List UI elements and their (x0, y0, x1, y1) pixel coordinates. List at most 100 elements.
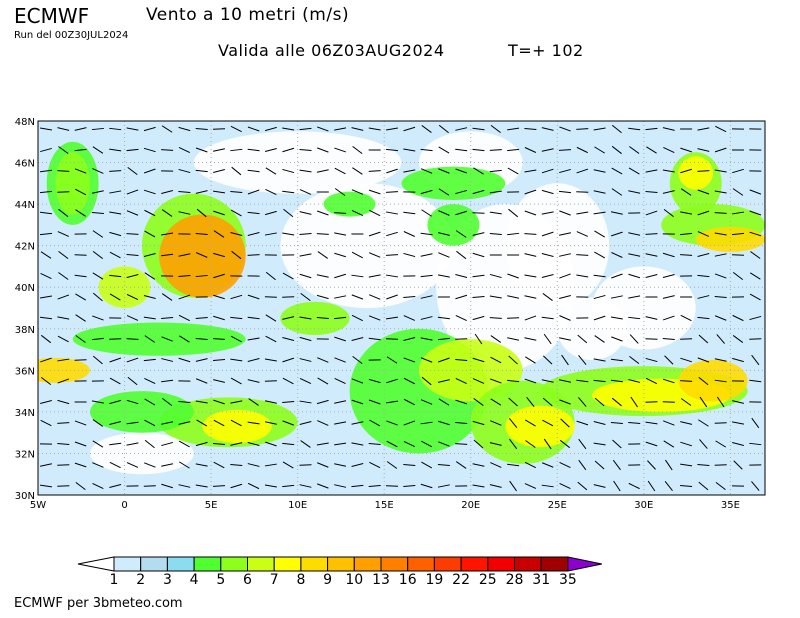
wind-arrow (610, 358, 623, 362)
wind-arrow (316, 442, 329, 446)
wind-arrow (386, 211, 398, 215)
wind-arrow (109, 421, 122, 425)
wind-arrow (560, 418, 570, 428)
wind-arrow (385, 338, 399, 340)
wind-arrow (420, 316, 433, 320)
wind-arrow (420, 295, 433, 299)
wind-arrow (57, 358, 70, 362)
wind-arrow (403, 485, 416, 487)
wind-arrow (628, 127, 641, 131)
wind-arrow (663, 208, 674, 218)
wind-arrow (212, 128, 226, 130)
wind-arrow (109, 274, 122, 278)
wind-arrow (213, 315, 225, 321)
wind-arrow (144, 462, 156, 468)
colorbar-swatch (166, 556, 195, 572)
colorbar-label: 10 (345, 572, 363, 588)
wind-arrow (680, 188, 692, 196)
wind-arrow (109, 148, 122, 152)
wind-arrow (438, 210, 450, 216)
wind-arrow (75, 209, 86, 217)
wind-arrow (714, 422, 727, 424)
wind-arrow (282, 127, 295, 131)
wind-arrow (697, 189, 710, 195)
wind-arrow (628, 232, 641, 236)
wind-arrow (628, 316, 641, 320)
wind-arrow (57, 422, 70, 424)
wind-arrow (714, 169, 727, 173)
colorbar-label: 13 (372, 572, 390, 588)
wind-arrow (645, 233, 658, 235)
wind-arrow (613, 480, 621, 492)
wind-arrow (144, 272, 156, 280)
wind-arrow (714, 212, 727, 214)
wind-arrow (455, 189, 468, 195)
wind-arrow (40, 295, 52, 299)
wind-arrow (40, 272, 52, 280)
wind-arrow (524, 233, 537, 235)
wind-arrow (593, 315, 606, 321)
wind-speed-area (159, 214, 246, 298)
wind-arrow (714, 379, 727, 383)
wind-arrow (559, 337, 571, 341)
colorbar-label: 22 (452, 572, 470, 588)
wind-arrow (524, 189, 537, 195)
wind-arrow (300, 440, 311, 448)
wind-arrow (611, 167, 623, 175)
wind-arrow (74, 148, 87, 152)
wind-arrow (92, 482, 104, 490)
wind-arrow (368, 399, 381, 405)
wind-arrow (247, 211, 260, 215)
wind-arrow (507, 337, 520, 341)
wind-arrow (161, 189, 174, 195)
wind-arrow (75, 481, 86, 491)
wind-arrow (334, 400, 347, 404)
colorbar-swatch (460, 556, 489, 572)
wind-arrow (213, 399, 225, 405)
wind-arrow (161, 463, 174, 467)
wind-arrow (576, 254, 589, 256)
wind-arrow (75, 335, 86, 343)
wind-arrow (144, 419, 156, 427)
wind-arrow (351, 378, 364, 384)
wind-arrow (265, 271, 276, 281)
wind-arrow (127, 376, 138, 386)
wind-arrow (299, 421, 312, 425)
wind-arrow (749, 210, 762, 216)
wind-arrow (645, 357, 658, 363)
wind-arrow (317, 462, 329, 468)
wind-arrow (420, 253, 433, 257)
wind-arrow (299, 484, 312, 488)
wind-arrow (196, 419, 208, 427)
wind-arrow (264, 421, 277, 425)
wind-arrow (109, 251, 121, 259)
wind-arrow (144, 335, 156, 343)
wind-arrow (231, 166, 242, 176)
wind-arrow (455, 274, 468, 278)
wind-arrow (403, 148, 416, 152)
wind-arrow (143, 295, 156, 299)
colorbar-swatch (113, 556, 142, 572)
wind-arrow (645, 338, 658, 340)
wind-arrow (195, 169, 208, 173)
wind-arrow (489, 190, 502, 194)
wind-arrow (161, 379, 174, 383)
wind-arrow (109, 211, 122, 215)
wind-arrow (179, 461, 190, 469)
wind-arrow (212, 338, 226, 340)
wind-arrow (369, 419, 381, 427)
wind-arrow (39, 190, 53, 194)
wind-arrow (524, 127, 537, 131)
wind-arrow (178, 421, 191, 425)
wind-arrow (472, 252, 485, 258)
wind-arrow (749, 442, 762, 446)
wind-arrow (161, 441, 174, 447)
colorbar-swatch (327, 556, 355, 572)
wind-arrow (265, 188, 277, 196)
wind-arrow (299, 211, 312, 215)
wind-arrow (230, 400, 243, 404)
wind-arrow (561, 354, 569, 366)
colorbar-swatch (140, 556, 168, 572)
wind-arrow (489, 273, 502, 279)
wind-arrow (126, 357, 139, 363)
